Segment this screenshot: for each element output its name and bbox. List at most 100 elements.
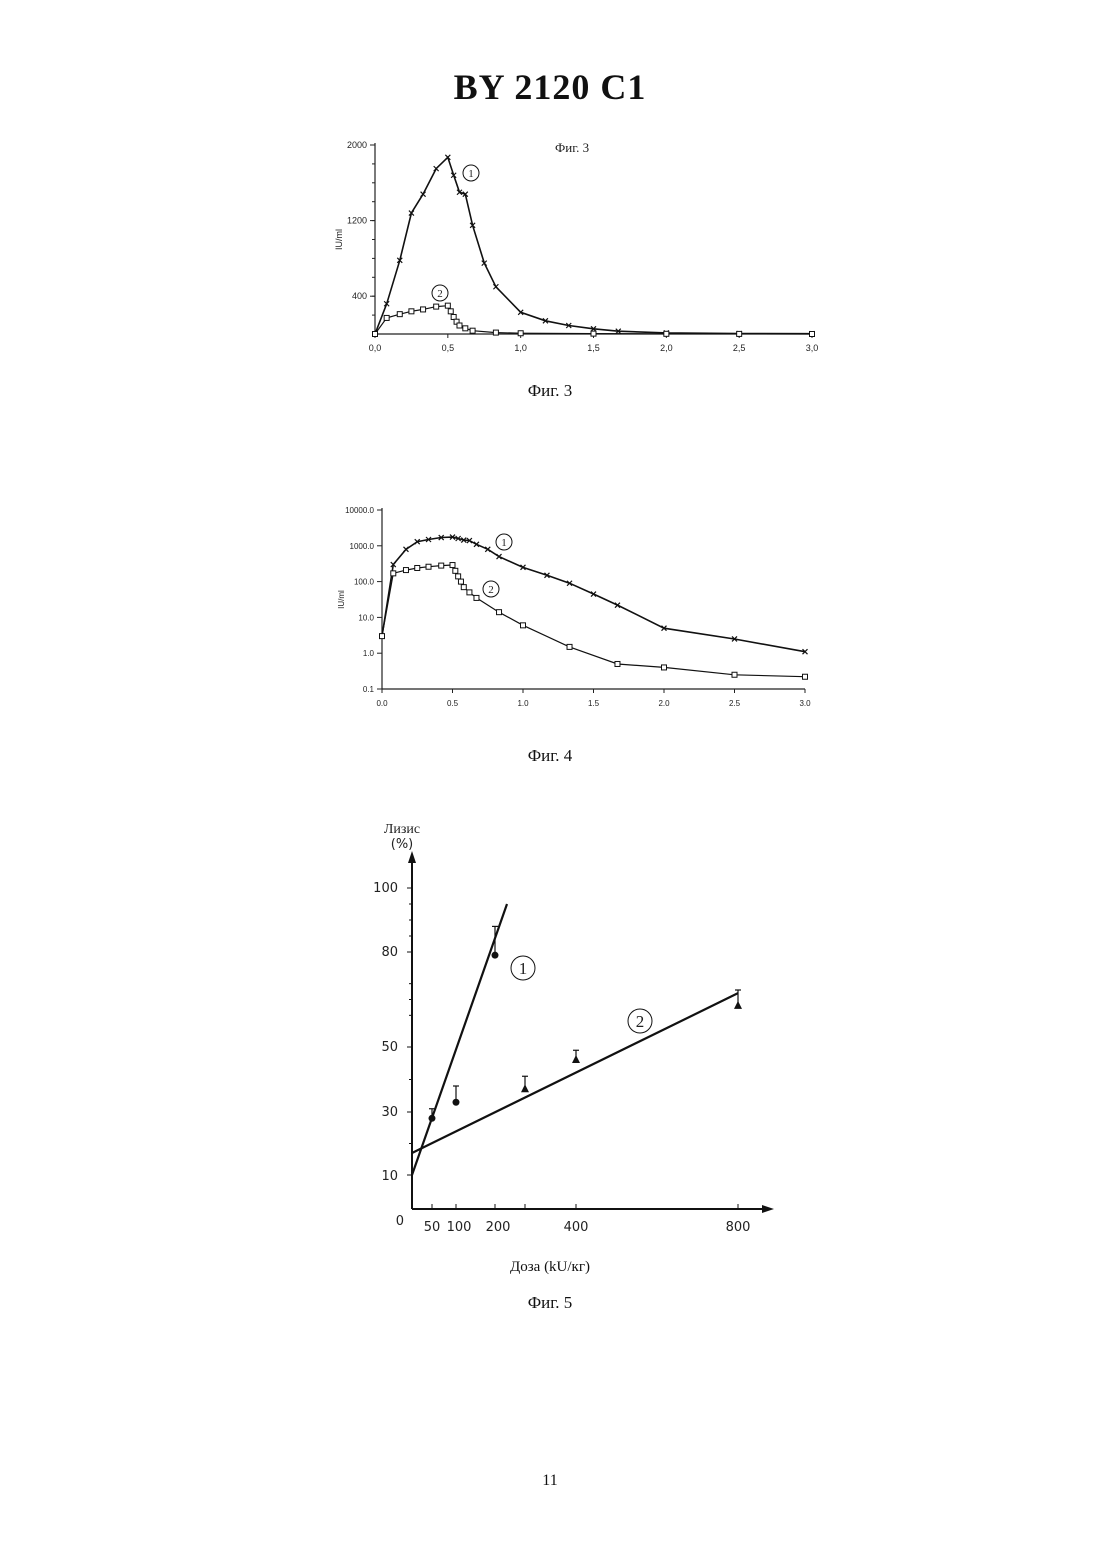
series-2-point xyxy=(662,665,667,670)
y-tick-label: 1200 xyxy=(347,216,367,226)
series-2-point xyxy=(403,568,408,573)
x-tick-label: 2.0 xyxy=(658,699,670,708)
y-tick-label: 0 xyxy=(396,1214,404,1229)
figure-5-caption: Фиг. 5 xyxy=(0,1293,1100,1313)
series-2-line xyxy=(382,565,805,677)
series-2-label: 2 xyxy=(437,288,443,300)
y-tick-label: 1.0 xyxy=(363,649,375,658)
patent-header: BY 2120 C1 xyxy=(0,66,1100,108)
series-2-point xyxy=(474,595,479,600)
series-2-point xyxy=(421,307,426,312)
series-2-point xyxy=(458,579,463,584)
x-tick-label: 0,5 xyxy=(442,343,455,353)
series-2-point xyxy=(384,315,389,320)
x-tick-label: 50 xyxy=(424,1220,441,1235)
series-2-point xyxy=(615,661,620,666)
series-2-point xyxy=(391,571,396,576)
x-tick-label: 2.5 xyxy=(729,699,741,708)
y-tick-label: 100 xyxy=(373,881,398,896)
x-tick-label: 2,5 xyxy=(733,343,746,353)
series-2-point xyxy=(409,309,414,314)
y-axis-unit: (%) xyxy=(391,837,414,852)
x-tick-label: 1.5 xyxy=(588,699,600,708)
x-tick-label: 400 xyxy=(564,1220,589,1235)
series-2-point xyxy=(426,564,431,569)
series-2-point xyxy=(456,574,461,579)
series-1-point xyxy=(429,1115,436,1122)
series-2-point xyxy=(591,331,596,336)
series-2-point xyxy=(737,331,742,336)
series-2-point xyxy=(457,323,462,328)
series-1-label: 1 xyxy=(519,959,528,978)
y-tick-label: 10.0 xyxy=(358,613,374,622)
series-2-point xyxy=(734,1001,742,1009)
series-2-point xyxy=(461,585,466,590)
y-tick-label: 50 xyxy=(381,1040,398,1055)
x-tick-label: 800 xyxy=(726,1220,751,1235)
y-axis-arrow xyxy=(408,851,416,863)
y-tick-label: 80 xyxy=(381,945,398,960)
x-axis-arrow xyxy=(762,1205,774,1213)
series-2-point xyxy=(810,332,815,337)
series-1-label: 1 xyxy=(468,168,474,180)
series-2-point xyxy=(445,303,450,308)
series-2-point xyxy=(397,312,402,317)
x-tick-label: 200 xyxy=(486,1220,511,1235)
series-2-point xyxy=(732,672,737,677)
series-2-point xyxy=(521,1084,529,1092)
series-2-point xyxy=(463,326,468,331)
y-tick-label: 10000.0 xyxy=(345,506,374,515)
series-2-point xyxy=(518,331,523,336)
series-1-label: 1 xyxy=(501,537,507,549)
series-1-fit-line xyxy=(412,904,507,1175)
y-axis-label: IU/ml xyxy=(337,590,346,609)
series-2-point xyxy=(450,563,455,568)
x-tick-label: 0.5 xyxy=(447,699,459,708)
x-tick-label: 3.0 xyxy=(799,699,811,708)
x-tick-label: 100 xyxy=(447,1220,472,1235)
series-2-point xyxy=(493,330,498,335)
series-2-point xyxy=(664,331,669,336)
series-1-line xyxy=(375,157,812,334)
series-2-point xyxy=(497,610,502,615)
figure-3-caption: Фиг. 3 xyxy=(0,381,1100,401)
series-1-point xyxy=(453,1099,460,1106)
series-2-point xyxy=(373,332,378,337)
series-2-point xyxy=(467,590,472,595)
x-tick-label: 1,5 xyxy=(587,343,600,353)
y-axis-label: Лизис xyxy=(384,822,420,837)
figure-3-chart: Фиг. 3 0,0 0,5 1,0 1,5 2,0 2,5 3,0 400 1200 2000 I… xyxy=(330,130,830,370)
page-number: 11 xyxy=(0,1472,1100,1490)
figure-4-caption: Фиг. 4 xyxy=(0,746,1100,766)
series-2-label: 2 xyxy=(488,584,494,596)
y-tick-label: 10 xyxy=(381,1169,398,1184)
series-2-point xyxy=(567,644,572,649)
series-2-label: 2 xyxy=(636,1012,645,1031)
figure-4-chart: 0.00.51.01.52.02.53.00.11.010.0100.01000… xyxy=(330,500,830,715)
x-tick-label: 1,0 xyxy=(514,343,527,353)
figure-3-inner-title: Фиг. 3 xyxy=(555,140,589,155)
y-tick-label: 30 xyxy=(381,1105,398,1120)
y-tick-label: 0.1 xyxy=(363,685,375,694)
series-2-point xyxy=(470,328,475,333)
series-2-point xyxy=(439,563,444,568)
x-tick-label: 3,0 xyxy=(806,343,819,353)
y-axis-label: IU/ml xyxy=(334,229,344,250)
series-2-line xyxy=(375,306,812,334)
x-tick-label: 2,0 xyxy=(660,343,673,353)
series-1-point xyxy=(492,952,499,959)
series-2-point xyxy=(803,674,808,679)
y-tick-label: 400 xyxy=(352,291,367,301)
series-2-point xyxy=(572,1055,580,1063)
x-tick-label: 0.0 xyxy=(376,699,388,708)
series-2-point xyxy=(380,634,385,639)
x-tick-label: 0,0 xyxy=(369,343,382,353)
series-2-fit-line xyxy=(412,993,738,1153)
series-2-point xyxy=(434,304,439,309)
figure-5-chart: Лизис(%) 0 10 30 50 80 100 50 100 200 400 800 1 2 xyxy=(360,815,790,1245)
series-2-point xyxy=(415,565,420,570)
y-tick-label: 2000 xyxy=(347,140,367,150)
y-tick-label: 100.0 xyxy=(354,578,375,587)
series-2-point xyxy=(453,568,458,573)
series-2-point xyxy=(521,623,526,628)
